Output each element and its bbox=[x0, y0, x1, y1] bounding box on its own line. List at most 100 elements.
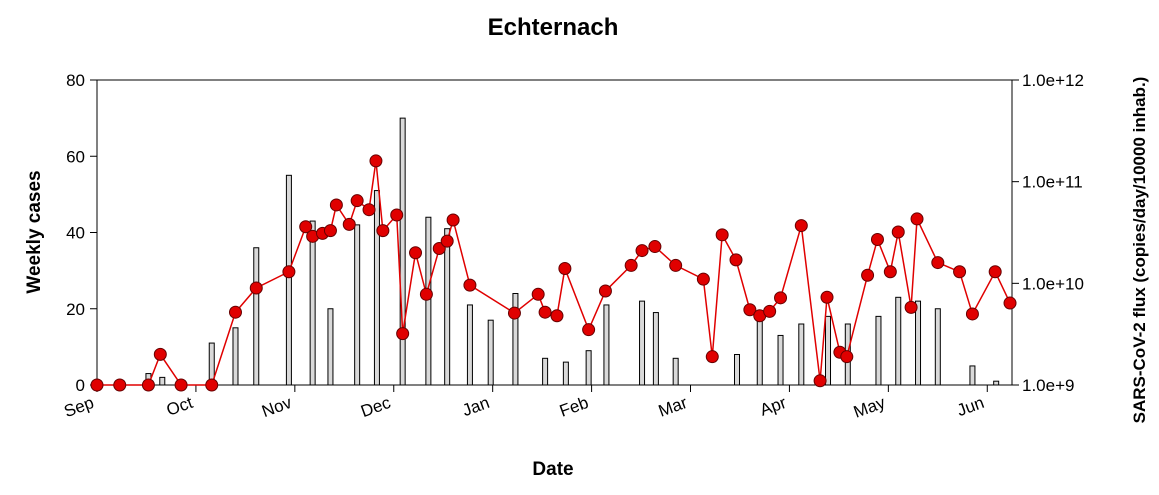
bar bbox=[354, 224, 361, 386]
point bbox=[299, 220, 313, 234]
point bbox=[729, 253, 743, 267]
point bbox=[507, 306, 521, 320]
point bbox=[840, 350, 854, 364]
bar bbox=[603, 304, 610, 386]
point bbox=[743, 303, 757, 317]
point bbox=[141, 378, 155, 392]
point bbox=[550, 309, 564, 323]
point bbox=[582, 323, 596, 337]
y2-tick-label: 1.0e+12 bbox=[1022, 71, 1084, 90]
x-axis-title: Date bbox=[532, 459, 573, 480]
point bbox=[205, 378, 219, 392]
x-tick-label: May bbox=[851, 393, 888, 422]
point bbox=[390, 208, 404, 222]
point bbox=[90, 378, 104, 392]
bar bbox=[253, 247, 260, 386]
point bbox=[904, 300, 918, 314]
point bbox=[369, 154, 383, 168]
point bbox=[635, 244, 649, 258]
y2-tick-label: 1.0e+9 bbox=[1022, 376, 1074, 395]
bar bbox=[798, 323, 805, 386]
y-tick-label: 80 bbox=[66, 71, 85, 90]
point bbox=[342, 217, 356, 231]
point bbox=[794, 219, 808, 233]
x-tick-label: Jun bbox=[954, 393, 986, 420]
y2-tick-label: 1.0e+11 bbox=[1022, 173, 1083, 192]
bar bbox=[327, 308, 334, 386]
x-tick-label: Mar bbox=[656, 393, 690, 421]
point bbox=[228, 305, 242, 319]
bar bbox=[934, 308, 941, 386]
y-tick-label: 40 bbox=[66, 224, 85, 243]
y-tick-label: 20 bbox=[66, 300, 85, 319]
point bbox=[988, 265, 1002, 279]
point bbox=[715, 228, 729, 242]
x-tick-label: Feb bbox=[557, 393, 591, 421]
bar bbox=[825, 315, 832, 386]
point bbox=[396, 327, 410, 341]
point bbox=[883, 265, 897, 279]
bar bbox=[512, 293, 519, 386]
point bbox=[774, 291, 788, 305]
point bbox=[446, 213, 460, 227]
bar bbox=[895, 296, 902, 386]
bar bbox=[585, 350, 592, 386]
point bbox=[965, 307, 979, 321]
bar bbox=[425, 216, 432, 386]
bar bbox=[652, 312, 659, 386]
point bbox=[153, 347, 167, 361]
y-tick-label: 0 bbox=[76, 376, 85, 395]
point bbox=[350, 194, 364, 208]
point bbox=[362, 203, 376, 217]
point bbox=[648, 240, 662, 254]
point bbox=[174, 378, 188, 392]
point bbox=[624, 258, 638, 272]
bar bbox=[487, 319, 494, 386]
point bbox=[329, 198, 343, 212]
bar bbox=[875, 315, 882, 386]
point bbox=[440, 234, 454, 248]
y-axis-title: Weekly cases bbox=[24, 170, 45, 293]
bar bbox=[159, 376, 166, 386]
bar bbox=[969, 365, 976, 386]
bar bbox=[466, 304, 473, 386]
point bbox=[376, 224, 390, 238]
bar bbox=[756, 312, 763, 386]
point bbox=[870, 232, 884, 246]
point bbox=[419, 287, 433, 301]
bar bbox=[373, 190, 380, 386]
point bbox=[669, 258, 683, 272]
x-tick-label: Jan bbox=[460, 393, 492, 420]
point bbox=[409, 246, 423, 260]
point bbox=[538, 305, 552, 319]
bar bbox=[915, 300, 922, 386]
bar bbox=[672, 357, 679, 386]
point bbox=[820, 290, 834, 304]
bar bbox=[639, 300, 646, 386]
point bbox=[705, 350, 719, 364]
point bbox=[282, 265, 296, 279]
bar bbox=[777, 334, 784, 386]
bar bbox=[993, 380, 1000, 386]
x-tick-label: Nov bbox=[259, 393, 294, 421]
point bbox=[323, 224, 337, 238]
bar bbox=[734, 354, 741, 386]
bar bbox=[542, 357, 549, 386]
point bbox=[931, 256, 945, 270]
bar bbox=[444, 228, 451, 386]
bar bbox=[309, 220, 316, 386]
chart-title: Echternach bbox=[488, 14, 619, 41]
x-tick-label: Oct bbox=[164, 393, 196, 420]
point bbox=[558, 261, 572, 275]
point bbox=[891, 225, 905, 239]
point bbox=[813, 374, 827, 388]
point bbox=[910, 212, 924, 226]
bar bbox=[285, 174, 292, 386]
point bbox=[861, 268, 875, 282]
bar bbox=[562, 361, 569, 386]
y2-tick-label: 1.0e+10 bbox=[1022, 274, 1084, 293]
point bbox=[953, 265, 967, 279]
x-tick-label: Apr bbox=[757, 393, 789, 420]
bar bbox=[399, 117, 406, 386]
y-tick-label: 60 bbox=[66, 147, 85, 166]
